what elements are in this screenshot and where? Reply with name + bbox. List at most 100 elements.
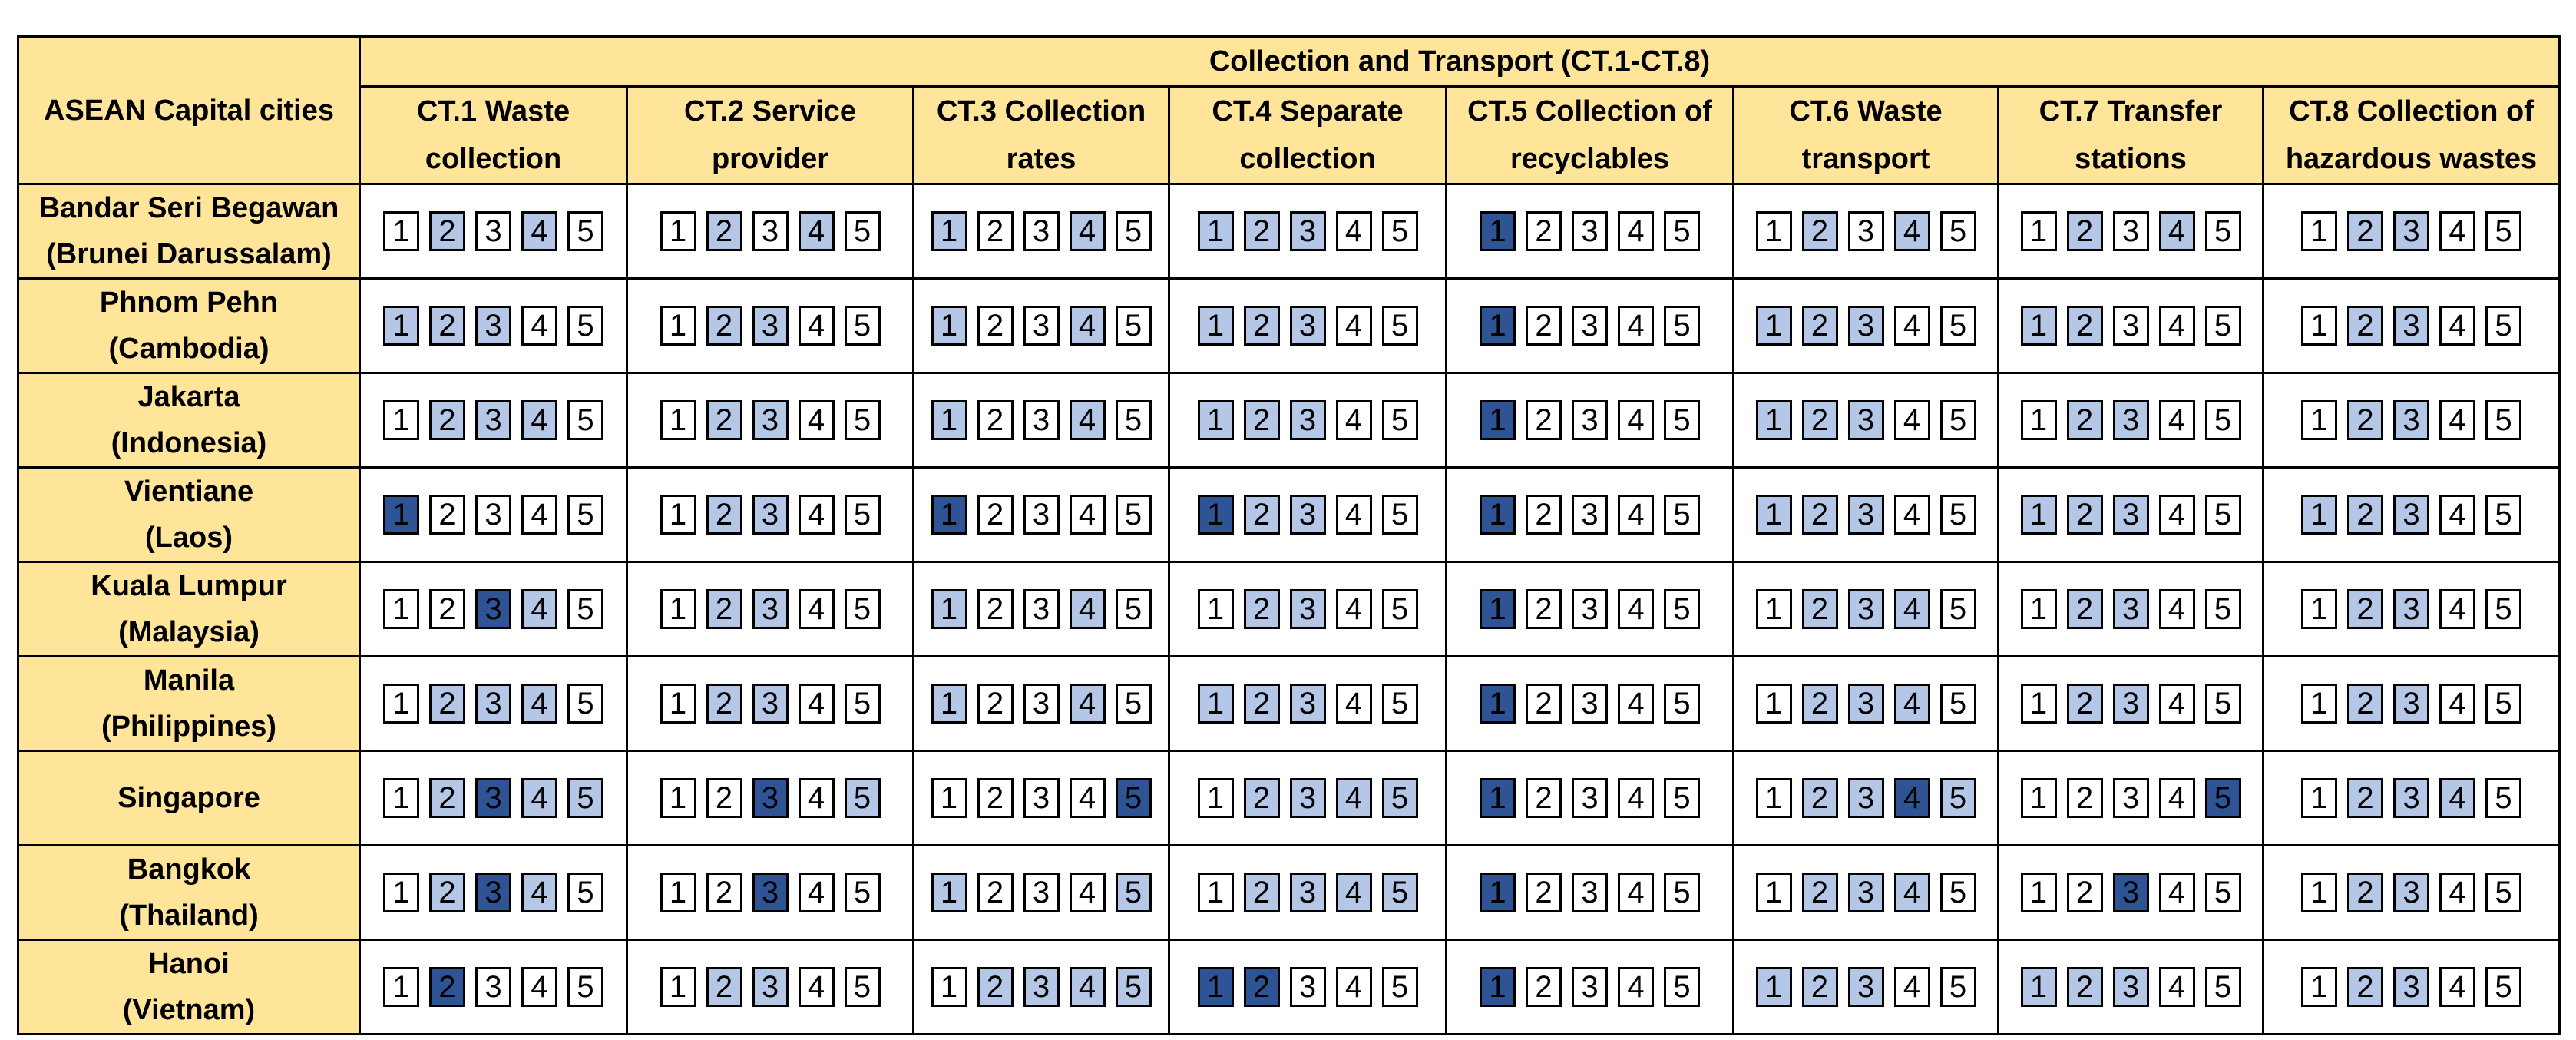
rating-box: 4 xyxy=(798,589,835,629)
rating-box: 4 xyxy=(2158,306,2195,346)
rating-box: 3 xyxy=(1289,495,1326,535)
rating-box: 1 xyxy=(2301,684,2337,724)
rating-box: 2 xyxy=(2347,778,2383,818)
rating-box: 3 xyxy=(2112,400,2149,440)
rating-box: 1 xyxy=(1755,589,1792,629)
rating-box: 2 xyxy=(1526,211,1562,251)
rating-box: 1 xyxy=(1197,495,1234,535)
rating-box: 5 xyxy=(1939,589,1976,629)
rating-box: 5 xyxy=(567,684,603,724)
rating-box: 1 xyxy=(2020,873,2057,912)
rating-box: 3 xyxy=(2393,873,2429,912)
rating-box: 2 xyxy=(1526,778,1562,818)
rating-box: 4 xyxy=(798,967,835,1007)
rating-box: 2 xyxy=(977,306,1014,346)
rating-box: 3 xyxy=(1572,495,1608,535)
rating-box: 4 xyxy=(2439,778,2475,818)
rating-box: 4 xyxy=(1893,400,1930,440)
rating-box: 2 xyxy=(2347,873,2383,912)
rating-box: 3 xyxy=(2393,495,2429,535)
rating-box: 2 xyxy=(706,211,742,251)
rating-box: 5 xyxy=(2204,873,2241,912)
table-row: Bangkok (Thailand) 1 2 3 4 5 1 2 3 4 5 1 2 3 4 5 1 2 3 4 5 1 2 3… xyxy=(17,844,2561,941)
rating-box: 2 xyxy=(2347,589,2383,629)
rating-box: 2 xyxy=(2066,306,2103,346)
rating-box: 4 xyxy=(1618,495,1654,535)
rating-box: 4 xyxy=(1618,967,1654,1007)
table-row: Singapore 1 2 3 4 5 1 2 3 4 5 1 2 3 4 5 1 2 3 4 5 1 2 3 4 5 1 2 3 4 5 1… xyxy=(17,750,2561,846)
rating-box: 5 xyxy=(567,306,603,346)
rating-box: 5 xyxy=(1664,495,1700,535)
rating-box: 5 xyxy=(1381,778,1418,818)
column-header: CT.2 Service provider xyxy=(626,85,914,185)
rating-box: 2 xyxy=(429,589,465,629)
rating-box: 4 xyxy=(2439,589,2475,629)
rating-box: 1 xyxy=(660,495,696,535)
rating-box: 1 xyxy=(1480,873,1516,912)
rating-box: 2 xyxy=(2066,589,2103,629)
rating-box: 3 xyxy=(2112,211,2149,251)
rating-box: 4 xyxy=(798,400,835,440)
rating-box: 2 xyxy=(1243,967,1280,1007)
rating-box: 3 xyxy=(752,400,789,440)
rating-box: 4 xyxy=(2158,400,2195,440)
rating-box: 2 xyxy=(706,778,742,818)
column-header-line: CT.7 Transfer xyxy=(2039,95,2223,128)
rating-box: 1 xyxy=(660,589,696,629)
rating-box: 3 xyxy=(1572,400,1608,440)
rating-box: 3 xyxy=(475,778,511,818)
rating-box: 4 xyxy=(1893,211,1930,251)
rating-box: 3 xyxy=(1847,873,1884,912)
rating-box: 3 xyxy=(2393,306,2429,346)
corner-header: ASEAN Capital cities xyxy=(17,35,361,185)
rating-box: 2 xyxy=(2066,684,2103,724)
rating-box: 3 xyxy=(2112,306,2149,346)
rating-box: 3 xyxy=(1023,211,1060,251)
rating-box: 3 xyxy=(752,778,789,818)
rating-box: 5 xyxy=(1381,684,1418,724)
rating-box: 5 xyxy=(1115,873,1152,912)
rating-box: 2 xyxy=(1243,684,1280,724)
rating-box: 2 xyxy=(1801,684,1838,724)
rating-box: 2 xyxy=(429,400,465,440)
column-header-line: collection xyxy=(425,143,562,175)
rating-box: 5 xyxy=(844,684,881,724)
rating-box: 1 xyxy=(383,967,419,1007)
rating-box: 4 xyxy=(2158,873,2195,912)
rating-box: 1 xyxy=(2020,306,2057,346)
rating-box: 5 xyxy=(844,495,881,535)
rating-box: 1 xyxy=(2301,495,2337,535)
rating-box: 5 xyxy=(2204,211,2241,251)
rating-box: 4 xyxy=(1618,873,1654,912)
rating-box: 4 xyxy=(1335,306,1372,346)
rating-box: 4 xyxy=(1069,684,1106,724)
rating-box: 4 xyxy=(2158,778,2195,818)
rating-box: 3 xyxy=(1847,967,1884,1007)
rating-box: 4 xyxy=(521,306,557,346)
rating-box: 1 xyxy=(2020,495,2057,535)
rating-box: 5 xyxy=(1664,306,1700,346)
